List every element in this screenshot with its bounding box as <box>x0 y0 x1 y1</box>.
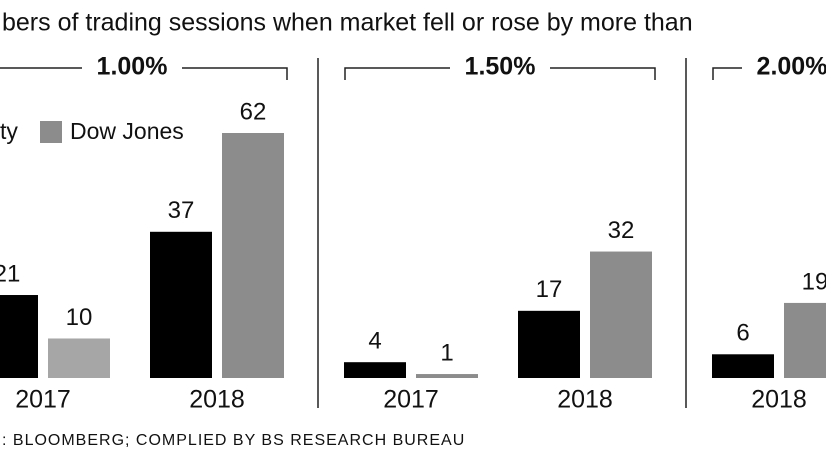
value-label: 4 <box>368 328 381 355</box>
bracket-label-bg <box>742 54 826 82</box>
value-label: 10 <box>66 304 93 331</box>
chart-title: bers of trading sessions when market fel… <box>2 9 693 37</box>
x-tick-label: 2017 <box>15 386 71 414</box>
value-label: 1 <box>440 339 453 366</box>
legend-label: Dow Jones <box>70 118 184 144</box>
panel-title: 2.00% <box>757 53 826 81</box>
bar <box>150 231 212 378</box>
bar <box>416 374 478 378</box>
value-label: 6 <box>736 320 749 347</box>
x-tick-label: 2018 <box>189 386 245 414</box>
bar <box>518 310 580 378</box>
panel-title: 1.00% <box>97 53 168 81</box>
bar <box>712 354 774 378</box>
source-note: : BLOOMBERG; COMPLIED BY BS RESEARCH BUR… <box>2 432 465 449</box>
value-label: 37 <box>168 197 195 224</box>
bracket-label-bg <box>82 54 182 82</box>
value-label: 21 <box>0 260 20 287</box>
x-tick-label: 2017 <box>383 386 439 414</box>
bar <box>222 133 284 378</box>
value-label: 32 <box>608 217 635 244</box>
bar <box>0 295 38 378</box>
bar <box>784 302 826 378</box>
bar <box>344 362 406 378</box>
bar <box>590 251 652 378</box>
value-label: 62 <box>240 98 267 125</box>
legend-swatch <box>40 121 62 143</box>
value-label: 19 <box>802 268 826 295</box>
legend-label: ty <box>0 118 18 144</box>
panel-title: 1.50% <box>465 53 536 81</box>
panel-bracket <box>712 67 826 80</box>
bar <box>48 338 110 378</box>
x-tick-label: 2018 <box>557 386 613 414</box>
value-label: 17 <box>536 276 563 303</box>
bracket-label-bg <box>450 54 550 82</box>
x-tick-label: 2018 <box>751 386 807 414</box>
